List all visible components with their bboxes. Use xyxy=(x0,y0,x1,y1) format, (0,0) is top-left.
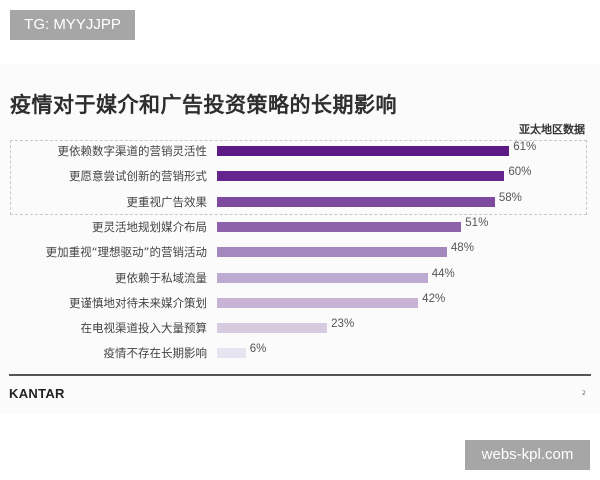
kantar-logo: KANTAR xyxy=(9,386,65,401)
chart-title: 疫情对于媒介和广告投资策略的长期影响 xyxy=(10,93,397,117)
bar xyxy=(217,297,419,308)
bar-value: 60% xyxy=(508,166,532,179)
bar xyxy=(217,221,462,232)
bar-label: 更谨慎地对待未来媒介策划 xyxy=(69,295,207,310)
bar-row: 更依赖于私域流量 44% xyxy=(0,266,600,290)
bar-label: 更依赖于私域流量 xyxy=(115,270,207,285)
bar-value: 44% xyxy=(431,267,455,280)
bar-label: 在电视渠道投入大量预算 xyxy=(80,321,208,336)
footer-divider xyxy=(9,374,591,376)
highlight-box xyxy=(10,140,587,215)
bar xyxy=(217,171,505,182)
bar-value: 48% xyxy=(450,242,474,255)
bar-row: 更加重视“理想驱动”的营销活动 48% xyxy=(0,240,600,264)
bar-value: 61% xyxy=(513,141,537,153)
bar xyxy=(217,146,510,156)
bar-value: 51% xyxy=(465,216,489,229)
bar-label: 更依赖数字渠道的营销灵活性 xyxy=(57,144,208,158)
bar-row: 更灵活地规划媒介布局 51% xyxy=(0,215,600,239)
bar-row: 疫情不存在长期影响 6% xyxy=(0,341,600,365)
watermark-bottom: webs-kpl.com xyxy=(465,440,590,470)
bar-label: 更加重视“理想驱动”的营销活动 xyxy=(45,245,207,260)
bar xyxy=(217,196,495,207)
bar xyxy=(217,323,328,334)
bar xyxy=(217,247,447,258)
bar-row: 在电视渠道投入大量预算 23% xyxy=(0,316,600,340)
page-number: 2 xyxy=(582,390,586,397)
bar-label: 疫情不存在长期影响 xyxy=(103,346,208,361)
bar-value: 58% xyxy=(498,191,522,204)
bar-row: 更重视广告效果 58% xyxy=(0,190,600,214)
bar-value: 6% xyxy=(249,343,267,356)
bar-value: 23% xyxy=(331,318,355,331)
chart-subtitle: 亚太地区数据 xyxy=(519,123,585,136)
bar-label: 更愿意尝试创新的营销形式 xyxy=(69,169,207,184)
bar-label: 更灵活地规划媒介布局 xyxy=(92,219,207,234)
bar-row: 更依赖数字渠道的营销灵活性 61% xyxy=(0,139,600,163)
watermark-top: TG: MYYJJPP xyxy=(10,10,135,40)
bar xyxy=(217,348,246,359)
bar-row: 更愿意尝试创新的营销形式 60% xyxy=(0,164,600,188)
slide xyxy=(0,64,600,414)
bar xyxy=(217,272,428,283)
bar-value: 42% xyxy=(422,292,446,305)
bar-label: 更重视广告效果 xyxy=(126,194,208,209)
bar-row: 更谨慎地对待未来媒介策划 42% xyxy=(0,291,600,315)
